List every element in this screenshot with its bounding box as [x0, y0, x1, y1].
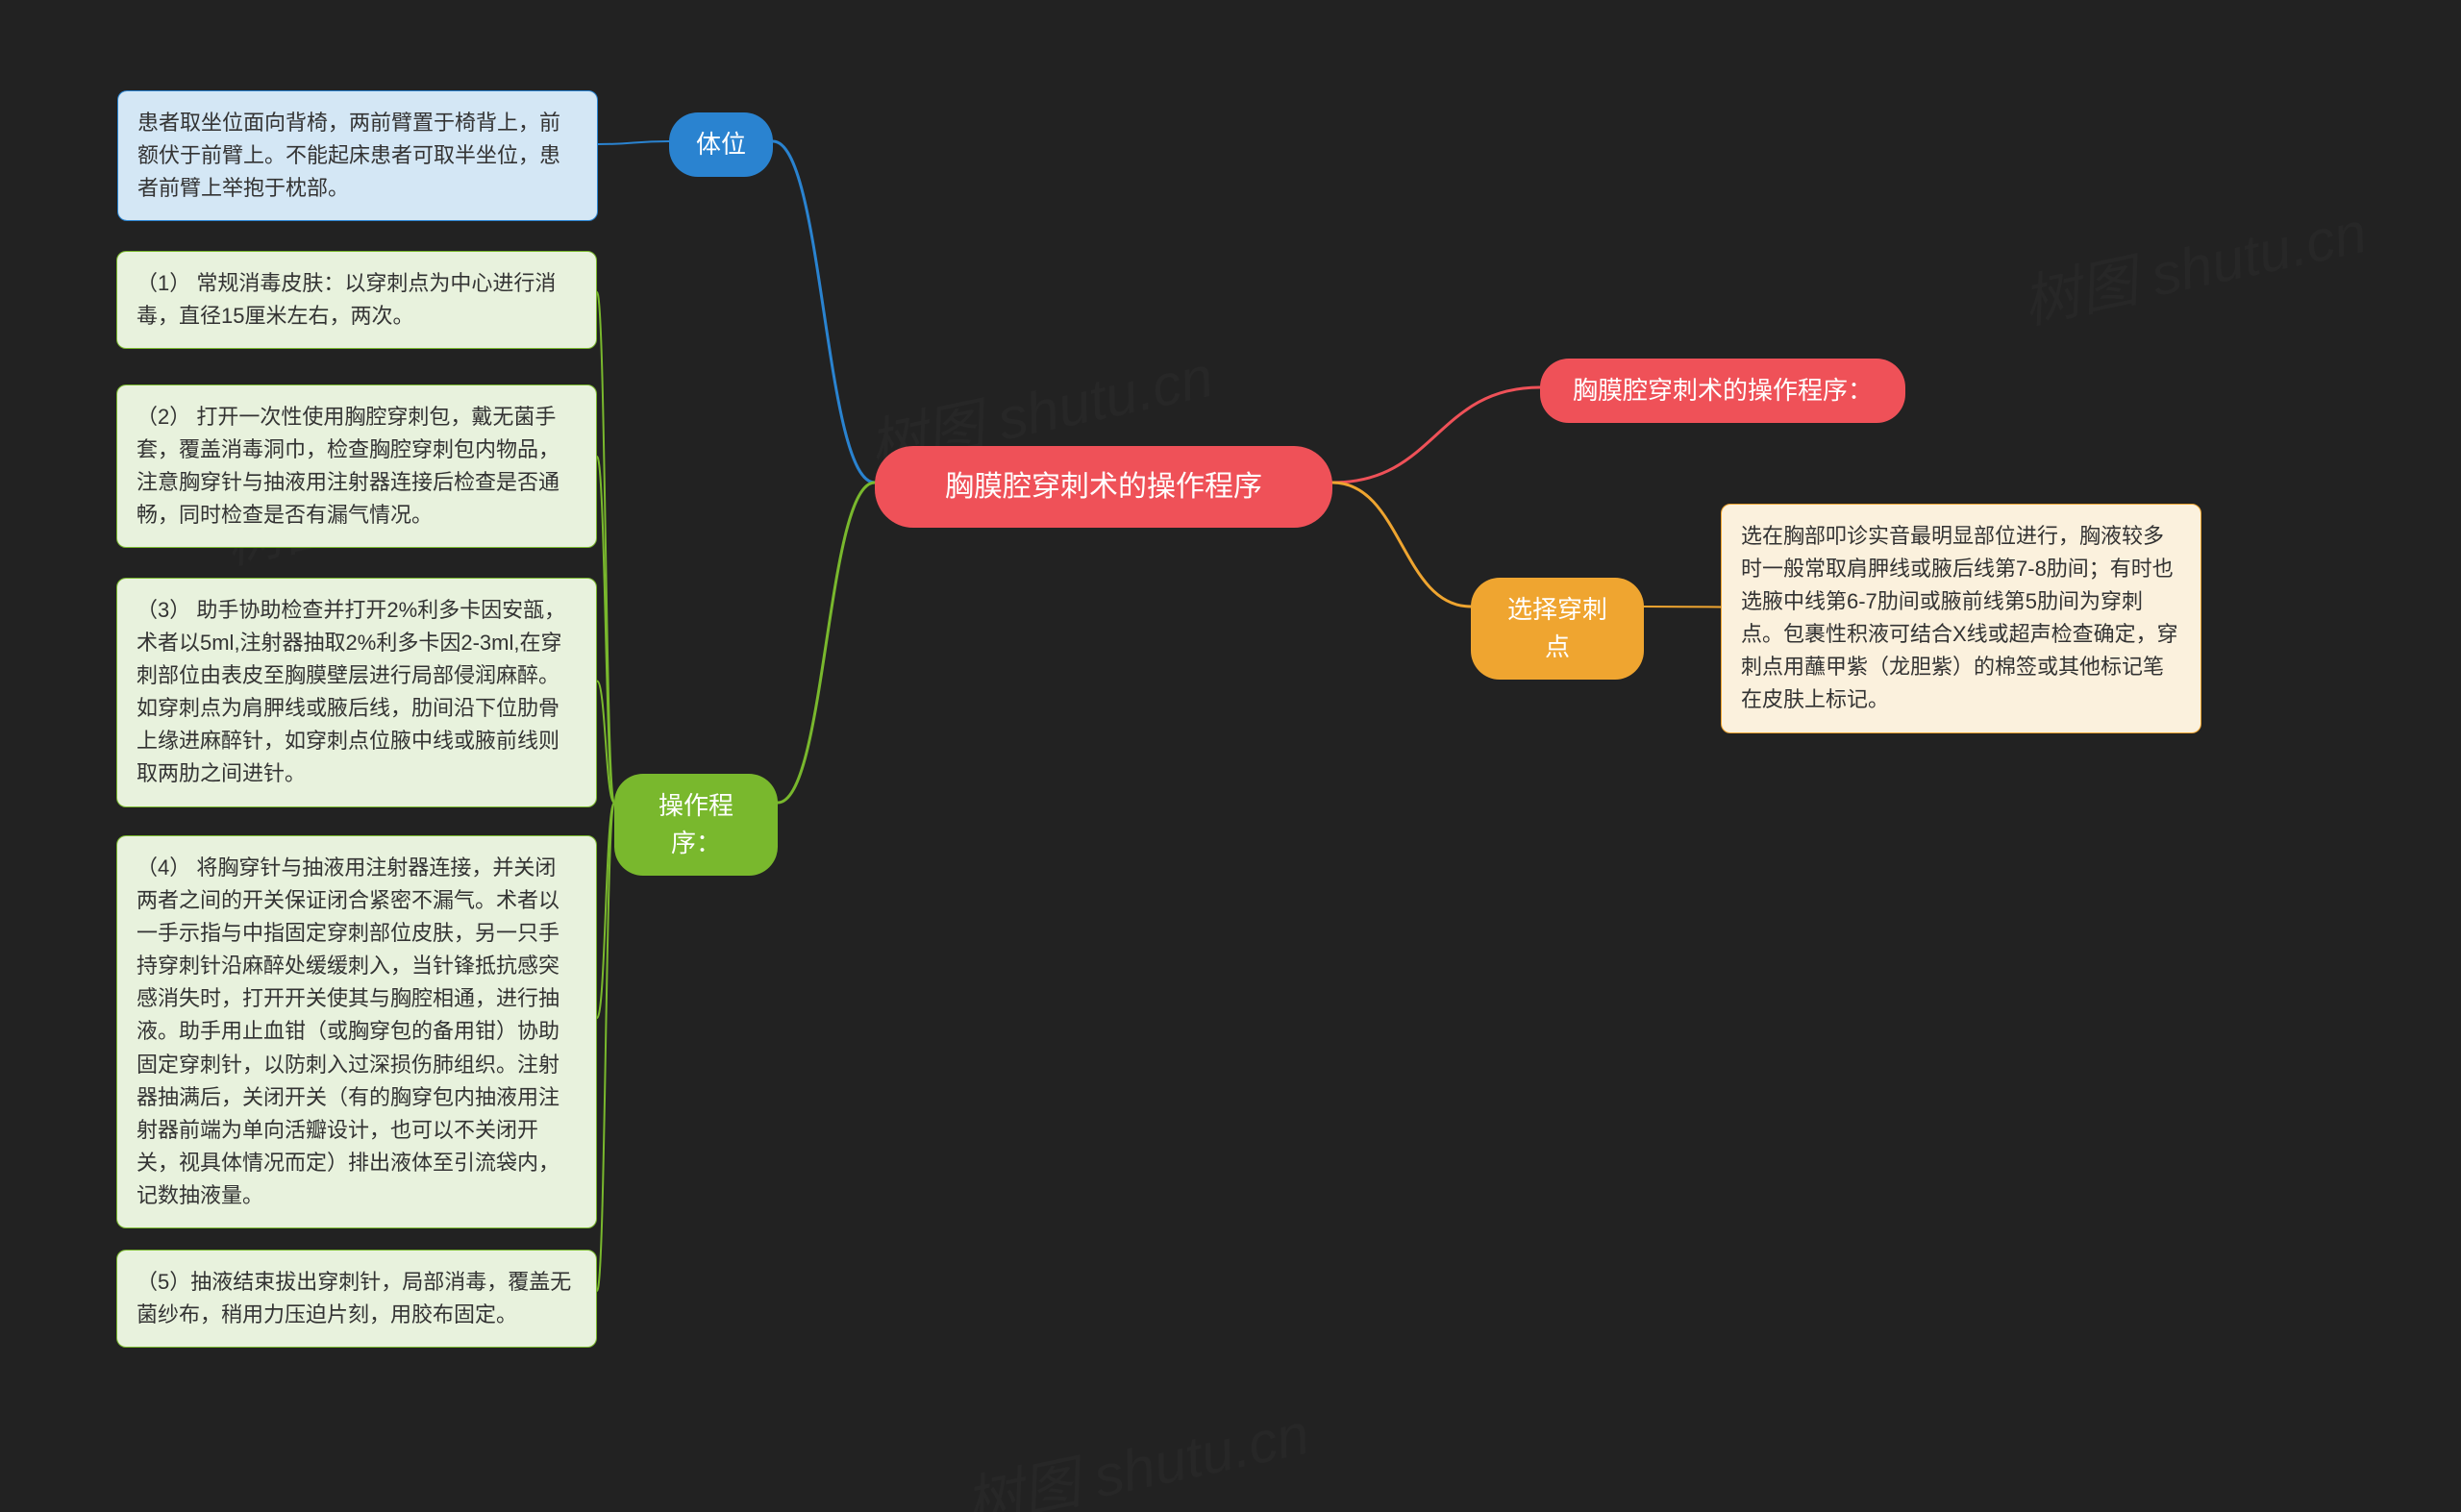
leaf-step-2: （2） 打开一次性使用胸腔穿刺包，戴无菌手套，覆盖消毒洞巾，检查胸腔穿刺包内物品… [116, 384, 597, 548]
branch-puncture-point: 选择穿刺点 [1471, 578, 1644, 680]
branch-title-repeat: 胸膜腔穿刺术的操作程序： [1540, 359, 1905, 423]
leaf-step-3: （3） 助手协助检查并打开2%利多卡因安瓿，术者以5ml,注射器抽取2%利多卡因… [116, 578, 597, 807]
leaf-step-5: （5）抽液结束拔出穿刺针，局部消毒，覆盖无菌纱布，稍用力压迫片刻，用胶布固定。 [116, 1250, 597, 1348]
watermark: 树图 shutu.cn [2014, 186, 2374, 340]
branch-procedure: 操作程序： [614, 774, 778, 876]
branch-position: 体位 [669, 112, 773, 177]
leaf-step-4: （4） 将胸穿针与抽液用注射器连接，并关闭两者之间的开关保证闭合紧密不漏气。术者… [116, 835, 597, 1228]
watermark: 树图 shutu.cn [957, 1387, 1316, 1512]
root-node: 胸膜腔穿刺术的操作程序 [875, 446, 1332, 528]
leaf-step-1: （1） 常规消毒皮肤：以穿刺点为中心进行消毒，直径15厘米左右，两次。 [116, 251, 597, 349]
mindmap-canvas: { "canvas": { "width": 2560, "height": 1… [0, 0, 2461, 1512]
leaf-position-desc: 患者取坐位面向背椅，两前臂置于椅背上，前额伏于前臂上。不能起床患者可取半坐位，患… [117, 90, 598, 221]
leaf-puncture-point-desc: 选在胸部叩诊实音最明显部位进行，胸液较多时一般常取肩胛线或腋后线第7-8肋间；有… [1721, 504, 2201, 733]
